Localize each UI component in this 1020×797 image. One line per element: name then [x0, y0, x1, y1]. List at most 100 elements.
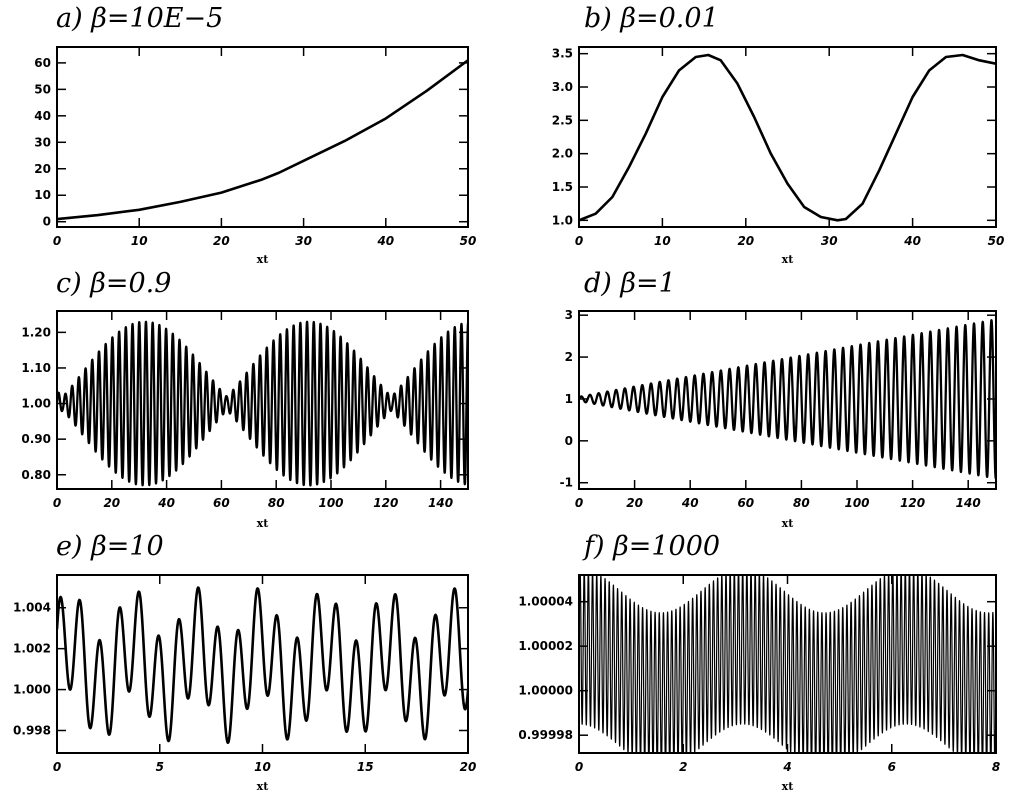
y-tick-label-f: 1.00004 [518, 595, 573, 609]
y-tick-label-b: 3.5 [552, 47, 573, 61]
y-tick-label-f: 1.00000 [518, 684, 573, 698]
x-tick-label-a: 30 [295, 234, 312, 248]
y-tick-label-a: 0 [43, 215, 51, 229]
title-c: c) β=0.9 [56, 268, 171, 299]
x-tick-label-d: 140 [956, 496, 981, 510]
ticks-c: 0 20 40 60 80 100 120 140 0.80 0.90 1.00 1.10 1.20 [21, 311, 468, 510]
plot-frame-a [56, 46, 469, 228]
plot-frame-e [56, 574, 469, 754]
y-tick-label-a: 30 [34, 135, 51, 149]
y-tick-label-c: 1.20 [21, 325, 51, 339]
y-tick-label-a: 40 [34, 109, 51, 123]
x-tick-label-d: 80 [793, 496, 810, 510]
x-tick-label-d: 120 [900, 496, 925, 510]
series-line-d [579, 319, 996, 480]
y-tick-label-b: 1.5 [552, 180, 573, 194]
y-tick-label-e: 1.004 [13, 601, 51, 615]
y-tick-label-b: 3.0 [552, 80, 573, 94]
x-tick-label-f: 8 [992, 760, 1000, 774]
x-tick-label-b: 0 [575, 234, 583, 248]
x-tick-label-d: 0 [575, 496, 583, 510]
y-tick-label-b: 1.0 [552, 213, 573, 227]
x-tick-label-b: 20 [737, 234, 754, 248]
y-tick-label-b: 2.5 [552, 113, 573, 127]
series-f [579, 575, 996, 753]
title-b: b) β=0.01 [584, 3, 719, 34]
x-tick-label-f: 0 [575, 760, 583, 774]
x-tick-label-f: 2 [679, 760, 687, 774]
x-tick-label-e: 15 [357, 760, 374, 774]
y-tick-label-e: 1.000 [13, 683, 51, 697]
panel-e: e) β=10 0 5 10 15 20 0.998 1.000 1.002 1.004 xt [13, 531, 476, 793]
title-d: d) β=1 [584, 268, 676, 299]
x-tick-label-c: 80 [268, 496, 285, 510]
x-tick-label-d: 60 [737, 496, 754, 510]
panel-c: c) β=0.9 0 20 40 60 80 100 120 140 0.80 0.90 1.00 1… [21, 268, 469, 530]
series-d [579, 319, 996, 480]
x-tick-label-b: 50 [988, 234, 1005, 248]
y-tick-label-d: 3 [565, 308, 573, 322]
title-a: a) β=10E−5 [56, 3, 223, 34]
ticks-f: 0 2 4 6 8 0.99998 1.00000 1.00002 1.00004 [518, 575, 1000, 774]
panel-b: b) β=0.01 0 10 20 30 40 501.01.52.02.53.03.5 … [552, 3, 1005, 266]
x-tick-label-c: 20 [103, 496, 120, 510]
y-tick-label-b: 2.0 [552, 147, 573, 161]
y-tick-label-d: 0 [565, 434, 573, 448]
x-tick-label-e: 0 [53, 760, 61, 774]
xlabel-f: xt [782, 780, 795, 793]
y-tick-label-e: 1.002 [13, 642, 51, 656]
y-tick-label-e: 0.998 [13, 723, 51, 737]
y-tick-label-a: 50 [34, 82, 51, 96]
x-tick-label-a: 0 [53, 234, 61, 248]
y-tick-label-f: 1.00002 [518, 639, 573, 653]
x-tick-label-c: 40 [157, 496, 175, 510]
xlabel-b: xt [782, 253, 795, 266]
ticks-b: 0 10 20 30 40 50 1.0 1.5 2.0 2.5 3.0 3.5 [552, 47, 1005, 248]
y-tick-label-c: 0.90 [21, 432, 51, 446]
title-f: f) β=1000 [582, 531, 720, 562]
series-line-f [579, 575, 996, 753]
xlabel-e: xt [257, 780, 270, 793]
xlabel-a: xt [257, 253, 270, 266]
series-line-b [579, 53, 996, 222]
series-b [579, 53, 996, 222]
x-tick-label-c: 0 [53, 496, 61, 510]
panel-f: f) β=1000 0 2 4 6 8 0.99998 1.00000 1.00002 1.00… [518, 531, 1000, 793]
x-tick-label-f: 6 [888, 760, 896, 774]
plot-frame-c [56, 310, 469, 490]
x-tick-label-c: 100 [318, 496, 343, 510]
y-tick-label-d: -1 [560, 476, 573, 490]
x-tick-label-e: 5 [156, 760, 164, 774]
x-tick-label-e: 10 [254, 760, 271, 774]
ticks-e: 0 5 10 15 20 0.998 1.000 1.002 1.004 [13, 575, 476, 774]
series-a [57, 59, 468, 221]
xlabel-c: xt [257, 517, 270, 530]
y-tick-label-d: 2 [565, 350, 573, 364]
y-tick-label-a: 20 [34, 162, 51, 176]
series-line-a [57, 59, 468, 221]
x-tick-label-e: 20 [460, 760, 477, 774]
x-tick-label-c: 120 [373, 496, 398, 510]
x-tick-label-a: 20 [213, 234, 230, 248]
title-e: e) β=10 [56, 531, 164, 562]
x-tick-label-d: 100 [844, 496, 869, 510]
x-tick-label-c: 60 [213, 496, 230, 510]
x-tick-label-a: 10 [131, 234, 148, 248]
series-c [57, 320, 468, 487]
y-tick-label-c: 0.80 [21, 468, 51, 482]
y-tick-label-a: 10 [34, 188, 51, 202]
series-line-c [57, 320, 468, 487]
y-tick-label-f: 0.99998 [518, 728, 573, 742]
y-tick-label-c: 1.10 [21, 361, 51, 375]
x-tick-label-b: 30 [821, 234, 838, 248]
plot-frame-b [578, 46, 997, 228]
x-tick-label-b: 40 [903, 234, 921, 248]
x-tick-label-d: 20 [626, 496, 643, 510]
ticks-a: 0 10 20 30 40 50 0 10 20 30 40 50 60 [34, 47, 476, 248]
x-tick-label-d: 40 [681, 496, 699, 510]
y-tick-label-a: 60 [34, 56, 51, 70]
x-tick-label-f: 4 [782, 760, 791, 774]
panel-a: a) β=10E−5 0 10 20 30 40 50 0 10 20 30 40 50 60 xt [34, 3, 476, 266]
